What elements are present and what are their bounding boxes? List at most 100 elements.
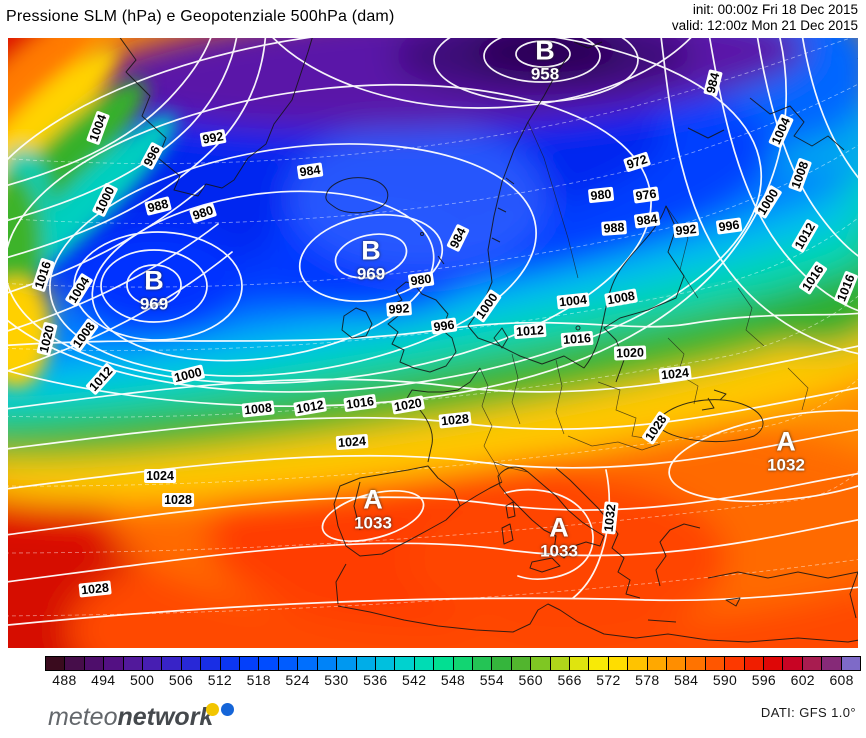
- colorbar-cell: [822, 657, 842, 670]
- isobar-label: 984: [446, 223, 470, 253]
- pressure-system-marker: A 1033: [540, 512, 578, 561]
- colorbar-value: 584: [673, 672, 699, 688]
- colorbar-cell: [667, 657, 687, 670]
- isobar-label: 988: [144, 196, 172, 216]
- run-info: init: 00:00z Fri 18 Dec 2015 valid: 12:0…: [672, 2, 858, 34]
- isobar-label: 1024: [658, 365, 692, 383]
- colorbar-value: 542: [402, 672, 427, 688]
- isobar-label: 1016: [343, 393, 377, 413]
- isobar-label: 996: [715, 217, 743, 235]
- colorbar-cell: [356, 657, 376, 670]
- colorbar-value: 494: [91, 672, 116, 688]
- isobar-label: 1000: [472, 288, 502, 324]
- valid-time-label: valid: 12:00z Mon 21 Dec 2015: [671, 18, 858, 33]
- pressure-system-marker: A 1032: [767, 426, 805, 475]
- isobar-label: 1012: [85, 362, 117, 396]
- weather-map: 1016 1004 1020 1008 1012 1000 1004 1000 996 992 98…: [8, 38, 858, 648]
- colorbar-cell: [550, 657, 570, 670]
- isobar-label: 1016: [833, 270, 858, 306]
- colorbar-cell: [841, 657, 861, 670]
- isobar-label: 1016: [31, 257, 55, 293]
- colorbar-cell: [317, 657, 338, 670]
- colorbar-cell: [686, 657, 706, 670]
- isobar-label: 1028: [438, 411, 472, 429]
- meteonetwork-logo: meteonetwork: [48, 702, 234, 734]
- colorbar-value: 560: [518, 672, 543, 688]
- isobar-label: 996: [139, 141, 165, 171]
- logo-dot-yellow-icon: [206, 703, 219, 716]
- isobar-label: 1024: [144, 469, 176, 483]
- colorbar-cell: [802, 657, 823, 670]
- colorbar-value: 566: [557, 672, 582, 688]
- colorbar-value: 602: [790, 672, 815, 688]
- colorbar-value: 578: [635, 672, 660, 688]
- colorbar-cell: [104, 657, 124, 670]
- isobar-label: 1016: [798, 260, 828, 296]
- isobar-label: 980: [407, 271, 435, 289]
- colorbar-cell: [259, 657, 279, 670]
- pressure-system-marker: A 1033: [354, 484, 392, 533]
- isobar-label: 976: [632, 186, 660, 204]
- colorbar-cell: [783, 657, 803, 670]
- colorbar-cell: [453, 657, 473, 670]
- page-title: Pressione SLM (hPa) e Geopotenziale 500h…: [6, 8, 395, 25]
- geopotential-contours: [8, 38, 858, 617]
- isobar-contours: [8, 38, 858, 626]
- isobar-label: 1000: [91, 182, 119, 218]
- colorbar-value: 536: [363, 672, 388, 688]
- pressure-system-marker: B 969: [139, 265, 169, 314]
- isobar-label: 1020: [36, 321, 58, 357]
- isobar-label: 1008: [604, 288, 638, 308]
- colorbar-cell: [220, 657, 241, 670]
- colorbar-cell: [531, 657, 551, 670]
- data-source-label: DATI: GFS 1.0°: [760, 705, 856, 720]
- isobar-labels-layer: 1016 1004 1020 1008 1012 1000 1004 1000 996 992 98…: [8, 38, 858, 648]
- isobar-label: 1012: [790, 218, 820, 254]
- colorbar-cell: [414, 657, 435, 670]
- colorbar-value: 554: [479, 672, 504, 688]
- colorbar-value: 548: [440, 672, 466, 688]
- isobar-label: 992: [672, 221, 700, 239]
- colorbar-cell: [278, 657, 299, 670]
- colorbar-value: 506: [168, 672, 194, 688]
- isobar-label: 972: [623, 151, 651, 173]
- isobar-label: 992: [199, 128, 227, 148]
- isobar-label: 1032: [601, 501, 619, 535]
- logo-text-network: network: [117, 703, 214, 731]
- isobar-label: 984: [703, 69, 723, 97]
- isobar-label: 1004: [556, 292, 590, 310]
- colorbar-cell: [725, 657, 745, 670]
- isobar-label: 1008: [68, 318, 100, 352]
- isobar-label: 992: [386, 301, 412, 317]
- isobar-label: 1028: [162, 493, 194, 507]
- isobar-label: 996: [430, 317, 458, 335]
- isobar-label: 980: [189, 202, 217, 224]
- pressure-system-marker: B 969: [356, 235, 386, 284]
- colorbar-cell: [201, 657, 221, 670]
- colorbar-cell: [375, 657, 396, 670]
- isobar-label: 1008: [787, 157, 813, 193]
- colorbar-value: 512: [207, 672, 232, 688]
- colorbar-cell: [569, 657, 590, 670]
- colorbar-value: 590: [712, 672, 738, 688]
- isobar-label: 1012: [293, 397, 327, 417]
- isobar-label: 984: [633, 211, 661, 229]
- colorbar-value: 518: [246, 672, 271, 688]
- colorbar-cell: [84, 657, 105, 670]
- colorbar-cell: [395, 657, 415, 670]
- colorbar-cell: [46, 657, 66, 670]
- isobar-label: 1004: [85, 110, 111, 146]
- isobar-label: 984: [296, 162, 324, 180]
- isobar-label: 1028: [641, 410, 671, 446]
- geopotential-field: [8, 38, 858, 648]
- colorbar-value: 500: [129, 672, 155, 688]
- colorbar-value: 524: [285, 672, 310, 688]
- colorbar-cell: [65, 657, 85, 670]
- colorbar-value: 572: [596, 672, 621, 688]
- colorbar-cell: [434, 657, 454, 670]
- colorbar-value: 608: [829, 672, 854, 688]
- colorbar-cell: [608, 657, 629, 670]
- logo-text-meteo: meteo: [48, 703, 118, 731]
- isobar-label: 1016: [560, 330, 594, 348]
- isobar-label: 1012: [513, 322, 547, 340]
